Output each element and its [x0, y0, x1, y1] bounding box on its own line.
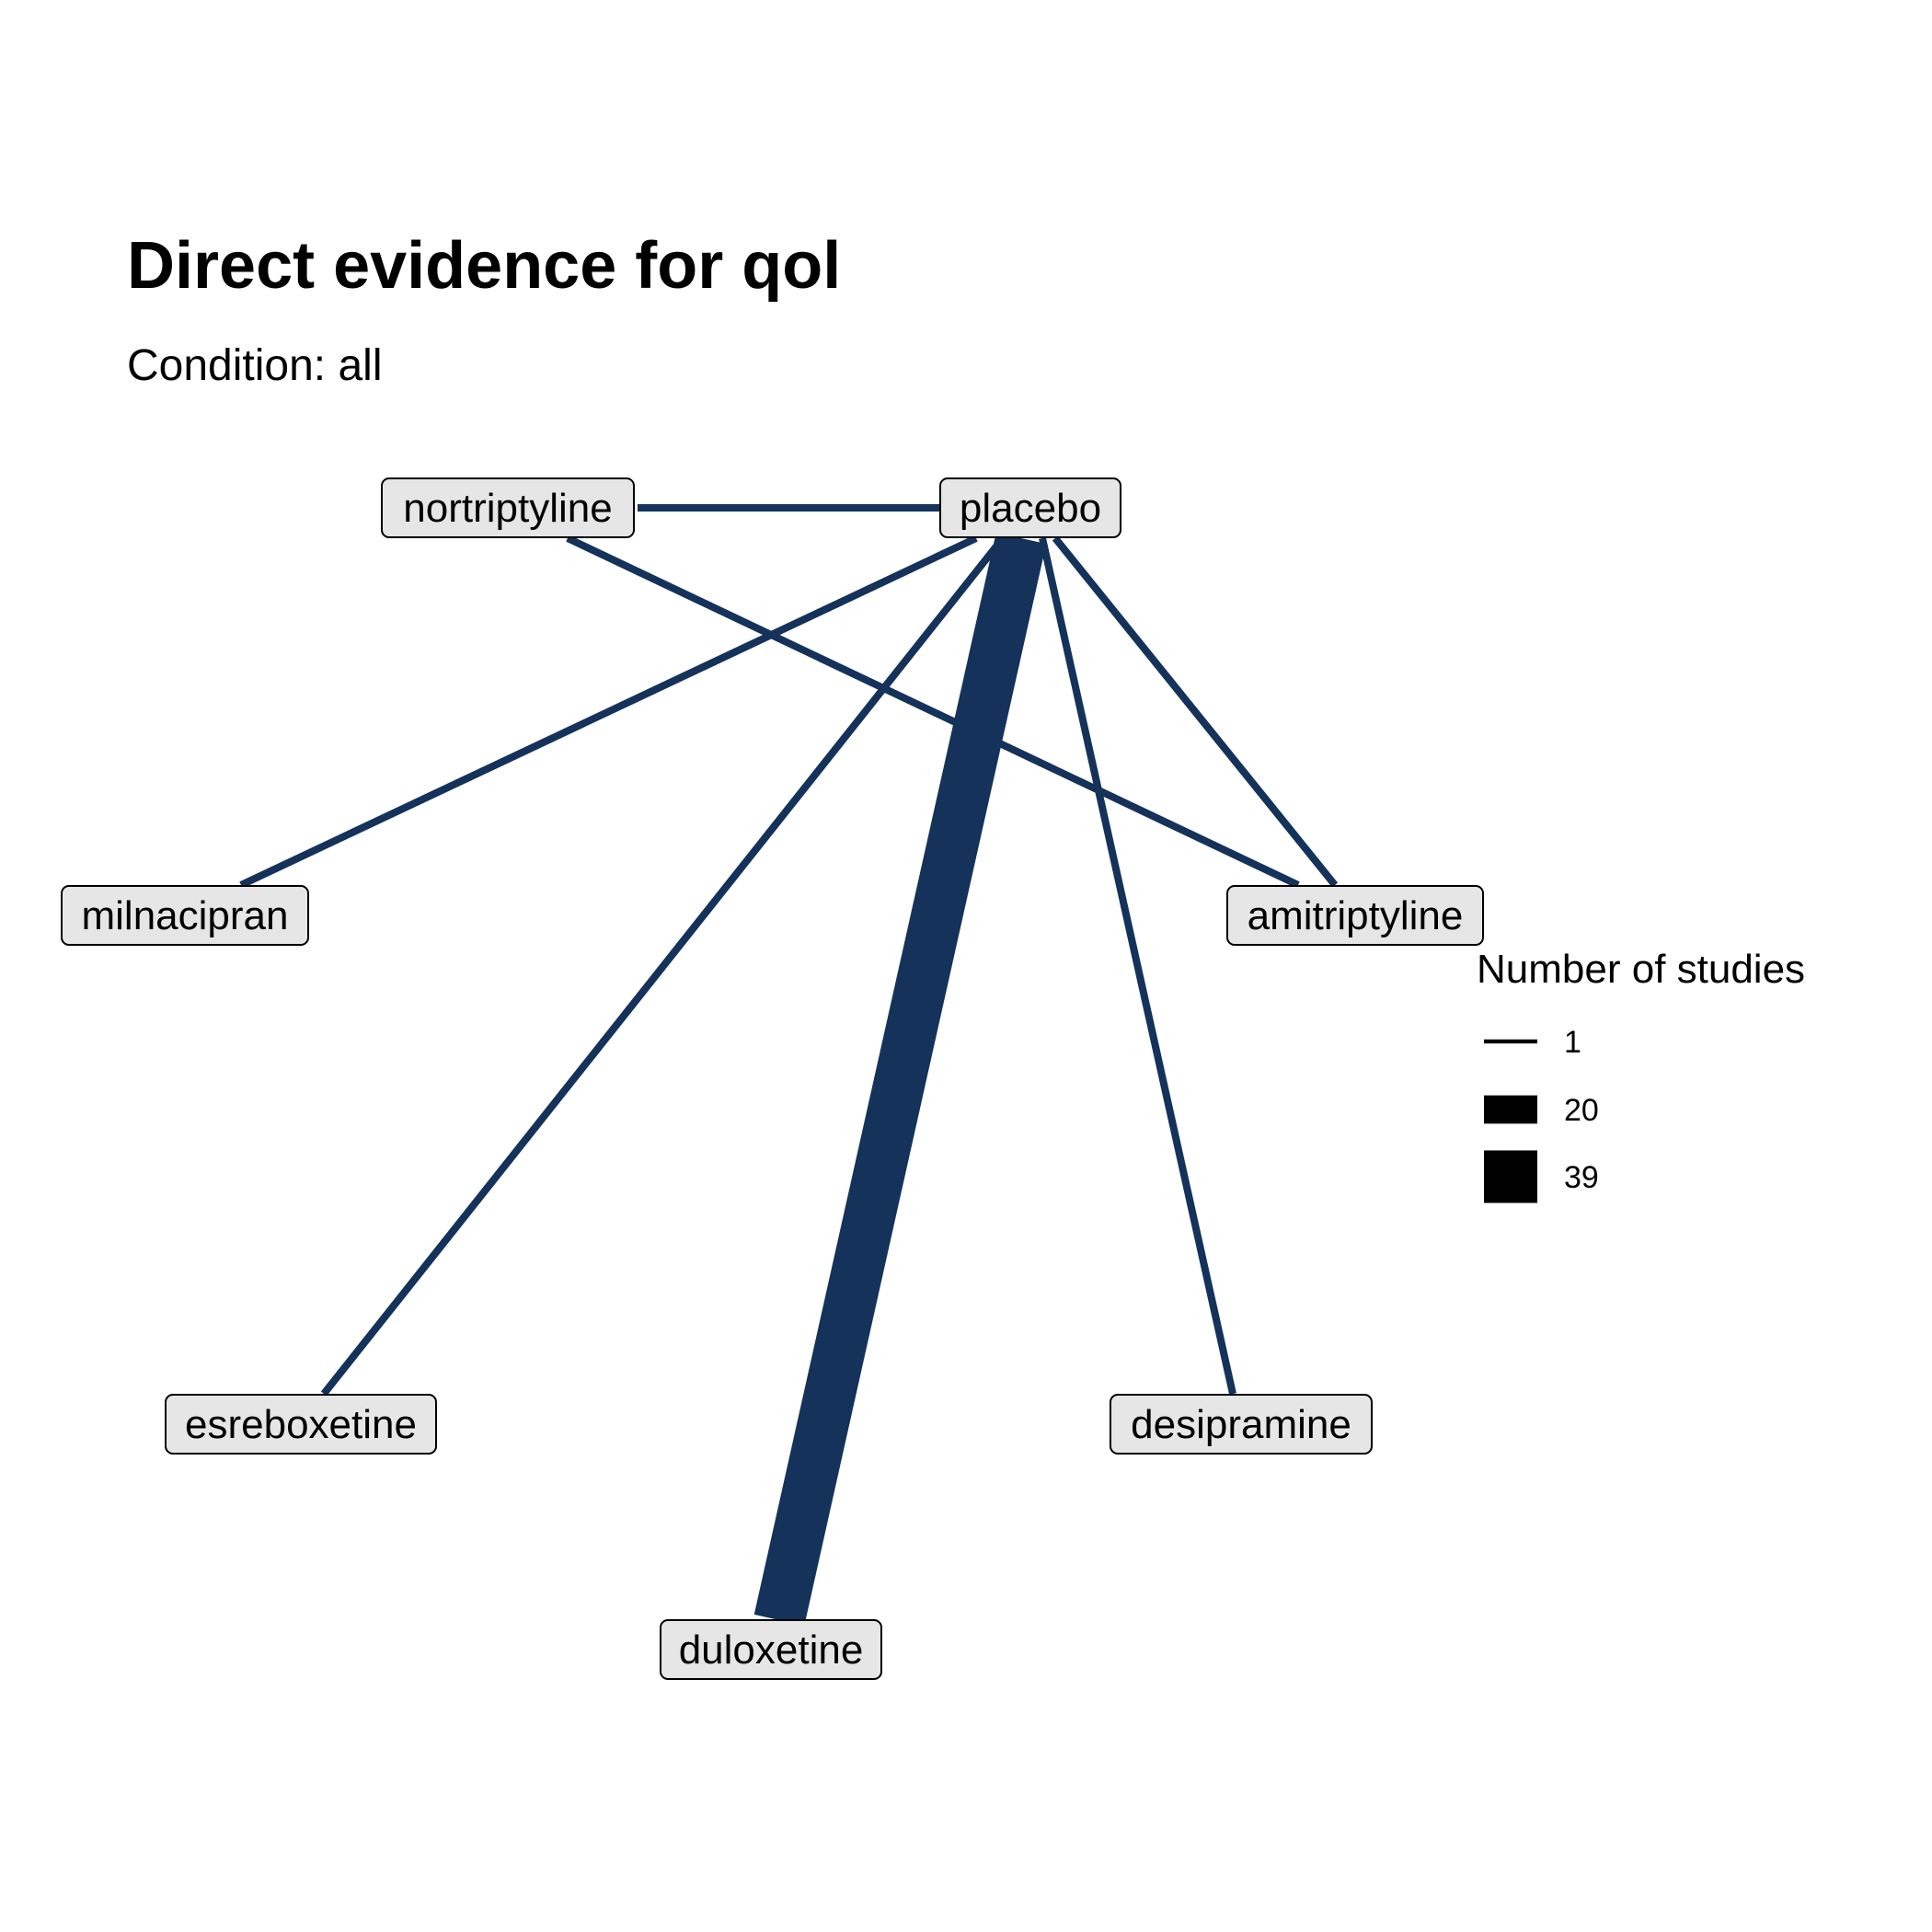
node-box — [1110, 1394, 1373, 1455]
chart-title: Direct evidence for qol — [127, 229, 842, 303]
node-placebo: placebo — [939, 477, 1121, 538]
edge-placebo-amitriptyline — [1052, 535, 1339, 888]
node-nortriptyline: nortriptyline — [381, 477, 635, 538]
edge-placebo-milnacipran — [239, 535, 978, 889]
node-duloxetine: duloxetine — [660, 1619, 882, 1680]
legend-key-20 — [1484, 1095, 1537, 1124]
node-label: placebo — [960, 486, 1101, 531]
node-label: nortriptyline — [403, 486, 612, 531]
legend-label-20: 20 — [1564, 1093, 1599, 1128]
node-box — [939, 477, 1121, 538]
node-esreboxetine: esreboxetine — [165, 1394, 437, 1455]
node-amitriptyline: amitriptyline — [1226, 885, 1484, 946]
node-box — [61, 885, 309, 946]
legend: Number of studies 1 20 39 — [1477, 947, 1805, 1203]
edges-layer — [239, 504, 1339, 1627]
node-label: duloxetine — [679, 1627, 864, 1673]
node-label: amitriptyline — [1248, 893, 1464, 938]
edge-nortriptyline-amitriptyline — [566, 535, 1300, 889]
legend-label-1: 1 — [1564, 1025, 1581, 1060]
node-desipramine: desipramine — [1110, 1394, 1373, 1455]
edge-placebo-desipramine — [1039, 537, 1236, 1395]
node-label: desipramine — [1131, 1402, 1351, 1447]
legend-label-39: 39 — [1564, 1160, 1599, 1195]
legend-key-1 — [1484, 1039, 1537, 1044]
nodes-layer: nortriptyline placebo milnacipran amitripty… — [61, 477, 1484, 1680]
node-box — [381, 477, 635, 538]
node-box — [660, 1619, 882, 1680]
chart-subtitle: Condition: all — [127, 341, 383, 390]
node-label: esreboxetine — [185, 1402, 417, 1447]
node-milnacipran: milnacipran — [61, 885, 309, 946]
legend-key-39 — [1484, 1150, 1537, 1203]
node-label: milnacipran — [82, 893, 289, 938]
edge-placebo-duloxetine — [753, 532, 1047, 1627]
legend-title: Number of studies — [1477, 947, 1805, 992]
node-box — [1226, 885, 1484, 946]
edge-placebo-esreboxetine — [320, 535, 1006, 1397]
node-box — [165, 1394, 437, 1455]
